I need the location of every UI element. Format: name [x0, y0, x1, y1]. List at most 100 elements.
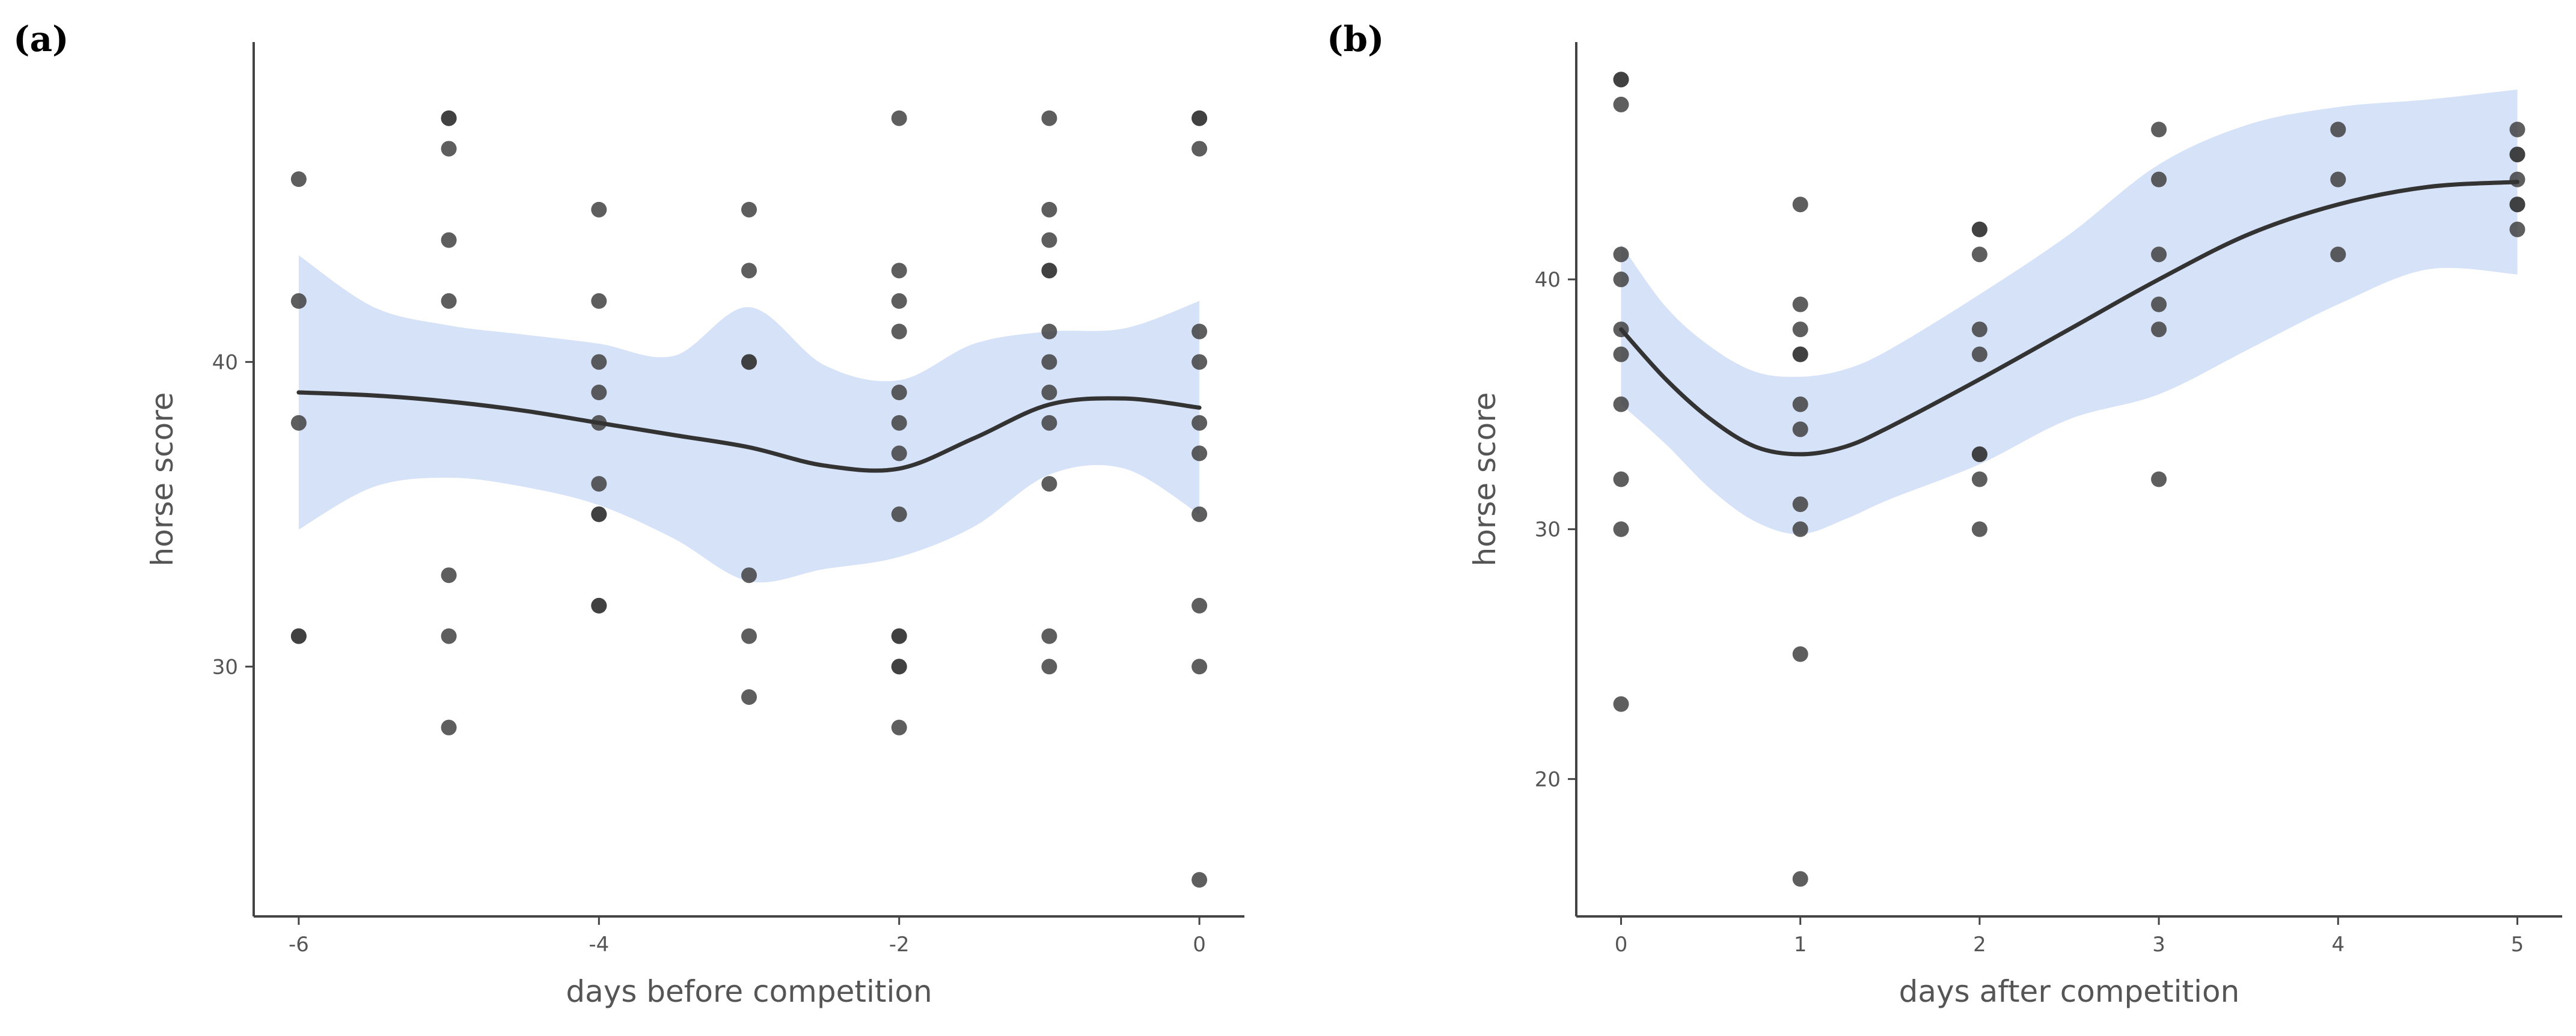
data-point — [741, 628, 757, 644]
data-point — [1613, 72, 1629, 88]
data-point — [741, 354, 757, 370]
data-point — [2330, 171, 2346, 187]
data-point — [2509, 147, 2526, 163]
confidence-band — [298, 255, 1200, 583]
panel-a: (a) -6 -4 -2 0 30 40 days before competition hor… — [13, 19, 1244, 1009]
data-point — [441, 293, 457, 309]
data-point — [591, 506, 607, 522]
y-tick-label: 40 — [212, 350, 238, 374]
data-point — [1613, 96, 1629, 112]
x-axis-title: days after competition — [1899, 974, 2240, 1009]
data-point — [1792, 396, 1808, 412]
data-point — [591, 354, 607, 370]
x-tick-label: 0 — [1193, 933, 1206, 957]
x-tick-label: 5 — [2511, 933, 2524, 957]
smooth-line — [296, 390, 1202, 473]
data-point — [441, 232, 457, 248]
confidence-band — [1621, 89, 2518, 534]
data-point — [441, 628, 457, 644]
data-point — [1613, 696, 1629, 712]
data-point — [441, 719, 457, 736]
data-point — [591, 293, 607, 309]
data-point — [2330, 121, 2346, 138]
data-point — [1971, 246, 1987, 263]
data-point — [2151, 471, 2167, 487]
data-point — [1192, 659, 1208, 675]
data-point — [591, 476, 607, 492]
data-point — [1971, 346, 1987, 362]
y-tick-label: 20 — [1535, 767, 1561, 791]
data-point — [2509, 121, 2526, 138]
data-point — [891, 719, 907, 736]
data-point — [1792, 496, 1808, 513]
data-point — [891, 415, 907, 431]
data-point — [2151, 246, 2167, 263]
data-point — [2151, 171, 2167, 187]
data-point — [1792, 421, 1808, 437]
data-point — [441, 141, 457, 157]
data-point — [891, 293, 907, 309]
data-point — [1192, 872, 1208, 888]
data-point — [591, 201, 607, 218]
data-point — [741, 689, 757, 705]
data-point — [1971, 321, 1987, 338]
data-point — [1041, 263, 1057, 279]
data-point — [2509, 197, 2526, 213]
data-point — [1613, 521, 1629, 537]
x-tick-label: 0 — [1615, 933, 1628, 957]
x-tick-label: 3 — [2152, 933, 2165, 957]
data-point — [2151, 121, 2167, 138]
data-point — [1792, 646, 1808, 662]
data-point — [1192, 415, 1208, 431]
data-point — [1792, 346, 1808, 362]
data-point — [1192, 141, 1208, 157]
data-point — [1192, 323, 1208, 340]
data-point — [1041, 659, 1057, 675]
panel-b: (b) 0 1 2 3 4 5 20 30 40 days after competition hor… — [1327, 19, 2562, 1009]
data-point — [891, 628, 907, 644]
data-point — [1792, 296, 1808, 312]
data-point — [891, 445, 907, 462]
data-point — [1792, 321, 1808, 338]
y-axis-title: horse score — [145, 392, 180, 567]
data-point — [1971, 471, 1987, 487]
data-point — [741, 567, 757, 584]
data-point — [741, 263, 757, 279]
data-point — [1041, 110, 1057, 126]
data-point — [1192, 110, 1208, 126]
data-point — [1192, 445, 1208, 462]
data-point — [1041, 415, 1057, 431]
data-point — [2151, 321, 2167, 338]
data-point — [1041, 323, 1057, 340]
data-point — [591, 597, 607, 614]
data-point — [1792, 521, 1808, 537]
x-axis-title: days before competition — [566, 974, 932, 1009]
data-point — [1192, 506, 1208, 522]
data-point — [891, 110, 907, 126]
data-point — [290, 628, 307, 644]
data-point — [1792, 871, 1808, 887]
data-point — [2330, 246, 2346, 263]
data-point — [891, 659, 907, 675]
data-point — [290, 171, 307, 187]
data-point — [1041, 476, 1057, 492]
data-point — [1192, 597, 1208, 614]
data-point — [1971, 521, 1987, 537]
data-point — [2509, 221, 2526, 237]
data-point — [891, 263, 907, 279]
panel-label: (a) — [13, 19, 69, 59]
data-point — [1041, 385, 1057, 401]
data-point — [1613, 271, 1629, 287]
data-point — [1041, 201, 1057, 218]
data-point — [891, 385, 907, 401]
data-point — [290, 415, 307, 431]
x-tick-label: 4 — [2331, 933, 2345, 957]
data-point — [441, 567, 457, 584]
data-point — [1041, 232, 1057, 248]
y-axis-title: horse score — [1467, 392, 1502, 567]
data-point — [741, 201, 757, 218]
data-point — [1041, 354, 1057, 370]
data-point — [1971, 221, 1987, 237]
data-point — [2151, 296, 2167, 312]
